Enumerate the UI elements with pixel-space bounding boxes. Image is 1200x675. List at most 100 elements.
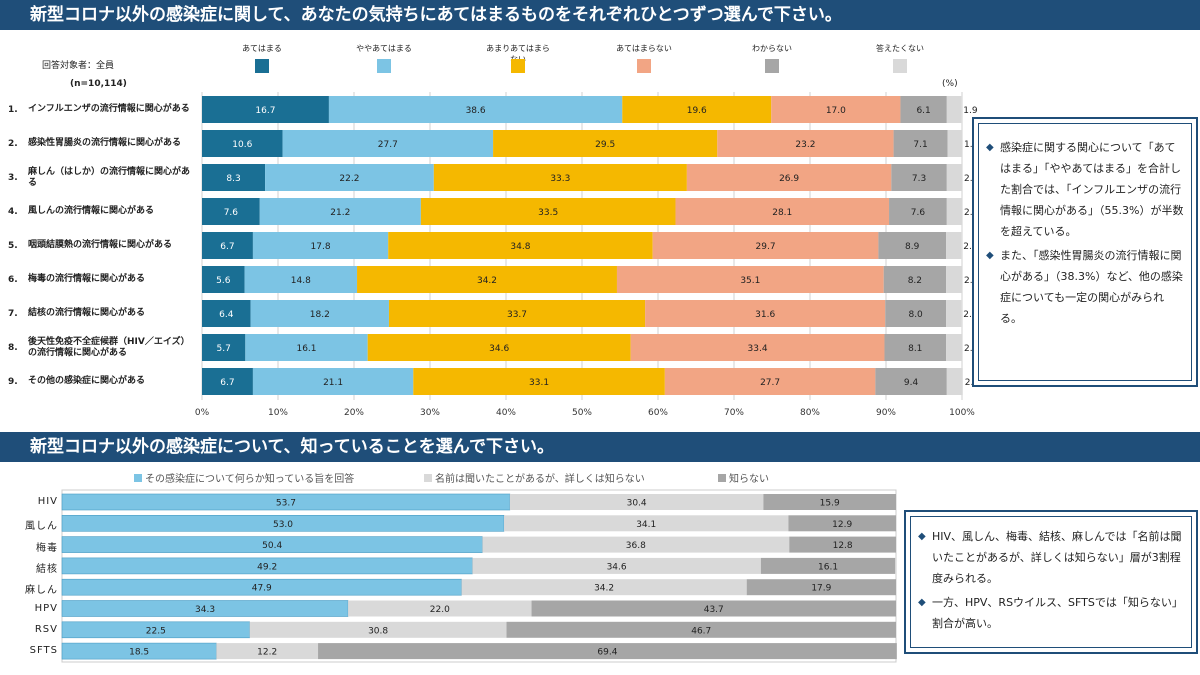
data-label: 12.8 (833, 541, 853, 551)
bar-segment (413, 368, 665, 395)
data-label: 17.9 (811, 584, 831, 594)
data-label: 2.0 (963, 310, 978, 320)
x-tick-label: 70% (724, 408, 744, 418)
legend-swatch (718, 473, 726, 482)
x-tick-label: 80% (800, 408, 820, 418)
bar-segment (61, 536, 483, 553)
row-label: HPV (34, 602, 58, 614)
data-label: 2.0 (963, 242, 978, 252)
row-number: 1. (8, 104, 18, 115)
bar-segment (250, 300, 389, 327)
bar-segment (61, 642, 217, 660)
data-label: 53.0 (273, 520, 293, 530)
note-2-a-text: HIV、風しん、梅毒、結核、麻しんでは「名前は聞いたことがあるが、詳しくは知らな… (932, 530, 1182, 585)
bar-segment (531, 600, 896, 617)
data-label: 34.2 (477, 276, 497, 286)
row-label: 7. 結核の流行情報に関心がある (8, 300, 198, 327)
bar-segment (946, 232, 962, 259)
respondents-label: 回答対象者：全員 (42, 61, 115, 71)
data-label: 30.4 (627, 499, 647, 509)
data-label: 35.1 (740, 276, 760, 286)
bar-segment (245, 334, 368, 361)
row-number: 9. (8, 376, 18, 387)
note-box-2: ◆ HIV、風しん、梅毒、結核、麻しんでは「名前は聞いたことがあるが、詳しくは知ら… (904, 510, 1198, 654)
bar-segment (788, 515, 896, 532)
row-label-text: 梅毒の流行情報に関心がある (28, 274, 146, 285)
bar-segment (202, 130, 283, 157)
bar-segment (652, 232, 879, 259)
data-label: 8.2 (908, 276, 922, 286)
data-label: 23.2 (795, 140, 815, 150)
legend-label: わからない (752, 44, 792, 53)
data-label: 19.6 (687, 106, 707, 116)
note-1-a-text: 感染症に関する関心について「あてはまる」「ややあてはまる」を合計した割合では、「… (1000, 141, 1184, 238)
bar-segment (947, 130, 962, 157)
diamond-bullet-icon: ◆ (918, 531, 926, 542)
bar-segment (946, 198, 962, 225)
data-label: 7.6 (224, 208, 239, 218)
bar-segment (509, 494, 764, 510)
data-label: 36.8 (626, 541, 646, 551)
data-label: 6.7 (220, 242, 234, 252)
bar-segment (328, 96, 623, 123)
bar-segment (61, 557, 473, 575)
bar-segment (472, 557, 761, 574)
bar-segment (883, 266, 947, 293)
data-label: 33.1 (529, 378, 549, 388)
row-label: 結核 (36, 563, 58, 575)
bar-segment (202, 164, 266, 191)
data-label: 21.2 (330, 208, 350, 218)
row-label-text: インフルエンザの流行情報に関心がある (28, 104, 190, 115)
note-2-b: ◆ 一方、HPV、RSウイルス、SFTSでは「知らない」割合が高い。 (916, 592, 1186, 634)
data-label: 46.7 (691, 626, 711, 636)
legend-label: ややあてはまる (356, 44, 412, 53)
note-1-b-text: また、「感染性胃腸炎の流行情報に関心がある」（38.3%）など、他の感染症につい… (1000, 249, 1183, 325)
row-label-text: その他の感染症に関心がある (28, 376, 146, 387)
data-label: 2.1 (964, 344, 978, 354)
x-tick-label: 50% (572, 408, 592, 418)
x-tick-label: 30% (420, 408, 440, 418)
legend-swatch (255, 59, 269, 73)
note-2-a: ◆ HIV、風しん、梅毒、結核、麻しんでは「名前は聞いたことがあるが、詳しくは知ら… (916, 526, 1186, 589)
data-label: 9.4 (904, 378, 919, 388)
row-label: 6. 梅毒の流行情報に関心がある (8, 266, 198, 293)
legend-label: その感染症について何らか知っている旨を回答 (145, 474, 355, 485)
x-tick-label: 10% (268, 408, 288, 418)
data-label: 50.4 (262, 541, 282, 551)
row-number: 8. (8, 342, 18, 353)
data-label: 30.8 (368, 626, 388, 636)
unit-label: (%) (942, 79, 958, 89)
bar-segment (878, 232, 947, 259)
bar-segment (891, 164, 947, 191)
data-label: 22.0 (430, 605, 450, 615)
bar-segment (244, 266, 358, 293)
bar-segment (252, 368, 414, 395)
row-number: 6. (8, 274, 18, 285)
bar-segment (771, 96, 901, 123)
section2-title: 新型コロナ以外の感染症について、知っていることを選んで下さい。 (0, 432, 1200, 462)
row-label-text: 麻しん（はしか）の流行情報に関心がある (28, 167, 191, 188)
data-label: 27.7 (760, 378, 780, 388)
bar-segment (216, 643, 319, 660)
bar-segment (504, 515, 789, 532)
data-label: 12.2 (257, 648, 277, 658)
legend-label: あてはまらない (616, 44, 672, 53)
bar-segment (433, 164, 687, 191)
x-tick-label: 90% (876, 408, 896, 418)
chart-2-frame (61, 489, 897, 663)
bar-segment (61, 493, 511, 511)
legend-swatch (637, 59, 651, 73)
note-list-2: ◆ HIV、風しん、梅毒、結核、麻しんでは「名前は聞いたことがあるが、詳しくは知ら… (916, 526, 1186, 634)
data-label: 49.2 (257, 562, 277, 572)
note-2-b-text: 一方、HPV、RSウイルス、SFTSでは「知らない」割合が高い。 (932, 596, 1183, 630)
data-label: 18.5 (129, 648, 149, 658)
bar-segment (889, 198, 947, 225)
legend-swatch (424, 473, 432, 482)
bar-segment (717, 130, 894, 157)
bar-segment (946, 334, 962, 361)
row-label: HIV (37, 496, 58, 507)
bar-segment (202, 334, 246, 361)
bar-segment (252, 232, 389, 259)
x-tick-label: 0% (195, 408, 210, 418)
data-label: 27.7 (378, 140, 398, 150)
